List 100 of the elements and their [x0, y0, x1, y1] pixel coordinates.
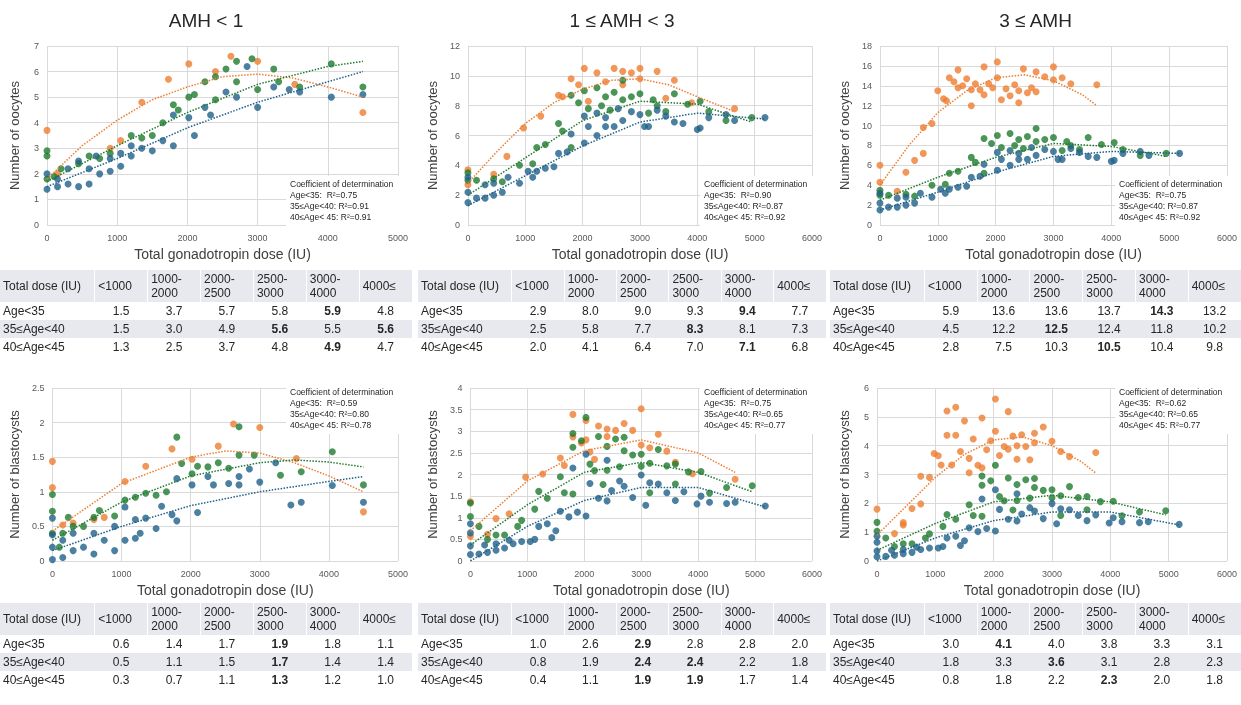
data-label: 4.5 — [941, 321, 961, 338]
x-tick-label: 1000 — [111, 568, 132, 579]
x-tick-label: 2000 — [983, 568, 1004, 579]
annotation: Age<35: R²=0.59 — [290, 397, 358, 408]
data-label: 10.3 — [1043, 339, 1070, 356]
y-tick-label: 35≤Age<40 — [832, 654, 896, 671]
data-label: 2.5 — [164, 339, 184, 356]
y-tick-label: Age<35 — [2, 303, 46, 320]
annotation: Coefficient of determination — [1119, 178, 1223, 189]
x-tick-label: 2500-3000 — [668, 603, 722, 635]
data-label: 2.6 — [581, 636, 600, 653]
data-label: 6.4 — [633, 339, 653, 356]
y-tick-label: 6 — [866, 160, 872, 171]
annotation: 40≤Age< 45: R²=0.77 — [704, 419, 786, 430]
data-label: 1.8 — [941, 654, 961, 671]
data-label: 4.9 — [323, 339, 343, 356]
x-tick-label: 2500-3000 — [253, 603, 307, 635]
data-label: 1.3 — [270, 672, 290, 689]
data-label: 1.1 — [376, 636, 395, 653]
y-tick-label: 5 — [863, 411, 869, 422]
y-tick-label: 1 — [39, 486, 45, 497]
annotation: Age<35: R²=0.62 — [1119, 397, 1187, 408]
data-label: 5.8 — [581, 321, 600, 338]
x-tick-label: 4000 — [317, 232, 338, 243]
data-label: 6.8 — [790, 339, 810, 356]
x-tick-label: 4000≤ — [773, 270, 826, 302]
y-tick-label: 1 — [457, 512, 463, 523]
annotation: Age<35: R²=0.75 — [290, 189, 358, 200]
y-tick-label: Age<35 — [420, 303, 464, 320]
data-label: 1.7 — [270, 654, 290, 671]
y-tick-label: 1.5 — [31, 452, 45, 463]
data-label: 14.3 — [1149, 303, 1175, 320]
x-axis-title: Total gonadotropin dose (IU) — [552, 582, 730, 598]
annotation: 35≤Age<40: R²=0.87 — [704, 200, 784, 211]
x-axis-title: Total gonadotropin dose (IU) — [136, 582, 314, 598]
annotation: Coefficient of determination — [290, 386, 394, 397]
x-tick-label: 2000-2500 — [200, 270, 254, 302]
x-tick-label: 2500-3000 — [253, 270, 307, 302]
x-tick-label: 3000 — [249, 568, 270, 579]
x-tick-label: 2000 — [985, 232, 1006, 243]
x-tick-label: 2500-3000 — [668, 270, 722, 302]
x-tick-label: 4000≤ — [359, 270, 412, 302]
data-label: 2.3 — [1099, 672, 1119, 689]
y-tick-label: Age<35 — [2, 636, 46, 653]
x-tick-label: 2000 — [574, 568, 595, 579]
x-tick-label: 2500-3000 — [1082, 270, 1136, 302]
data-label: 2.0 — [528, 339, 548, 356]
annotation: 35≤Age<40: R²=0.87 — [1119, 200, 1199, 211]
y-tick-label: 40≤Age<45 — [832, 339, 896, 356]
data-label: 2.8 — [1152, 654, 1172, 671]
x-tick-label: 3000 — [247, 232, 268, 243]
data-label: 3.3 — [994, 654, 1013, 671]
y-tick-label: 0 — [39, 556, 45, 566]
y-tick-label: 14 — [861, 80, 872, 91]
y-axis-title: Number of blastocysts — [7, 409, 22, 539]
x-tick-label: <1000 — [94, 603, 148, 635]
data-label: 0.4 — [528, 672, 548, 689]
annotation: 40≤Age< 45: R²=0.92 — [704, 211, 786, 222]
data-label: 2.3 — [1205, 654, 1224, 671]
data-label: 9.0 — [633, 303, 653, 320]
x-tick-label: 1000-2000 — [564, 603, 617, 635]
x-tick-label: 1000 — [515, 232, 536, 243]
data-label: 2.8 — [738, 636, 757, 653]
y-tick-label: 4 — [866, 180, 872, 191]
y-tick-label: 4 — [457, 383, 463, 393]
y-tick-label: 40≤Age<45 — [832, 672, 896, 689]
y-tick-label: 0 — [33, 220, 39, 230]
x-tick-label: <1000 — [511, 270, 565, 302]
x-tick-label: 4000≤ — [773, 603, 826, 635]
data-label: 2.9 — [633, 636, 653, 653]
y-tick-label: 6 — [33, 66, 39, 77]
data-label: 2.4 — [685, 654, 705, 671]
data-label: 3.1 — [1205, 636, 1224, 653]
y-tick-label: 40≤Age<45 — [420, 339, 484, 356]
x-tick-label: 5000 — [387, 568, 409, 579]
x-tick-label: 1000 — [927, 232, 948, 243]
data-label: 1.5 — [217, 654, 237, 671]
x-tick-label: 6000 — [801, 232, 823, 243]
x-tick-label: 4000≤ — [1188, 270, 1241, 302]
x-tick-label: 2000 — [180, 568, 201, 579]
y-tick-label: 6 — [863, 383, 869, 393]
chart-title: 1 ≤ AMH < 3 — [569, 10, 675, 31]
x-axis-title: Total gonadotropin dose (IU) — [551, 246, 729, 262]
x-tick-label: 1000 — [107, 232, 128, 243]
annotation: 35≤Age<40: R²=0.91 — [290, 200, 370, 211]
data-label: 5.7 — [217, 303, 237, 320]
x-tick-label: <1000 — [511, 603, 565, 635]
annotation: 35≤Age<40: R²=0.65 — [1119, 408, 1199, 419]
data-label: 4.8 — [270, 339, 290, 356]
y-tick-label: 2 — [33, 168, 39, 179]
y-tick-label: 2 — [39, 417, 45, 428]
data-label: 7.5 — [994, 339, 1013, 356]
data-label: 3.3 — [1152, 636, 1172, 653]
chart-title: 3 ≤ AMH — [999, 10, 1072, 31]
y-tick-label: 2.5 — [31, 383, 45, 393]
x-tick-label: 2000-2500 — [616, 603, 669, 635]
y-tick-label: 1.5 — [449, 491, 463, 502]
y-tick-label: 6 — [454, 130, 460, 141]
x-tick-label: 3000-4000 — [306, 603, 360, 635]
data-label: 3.6 — [1047, 654, 1066, 671]
